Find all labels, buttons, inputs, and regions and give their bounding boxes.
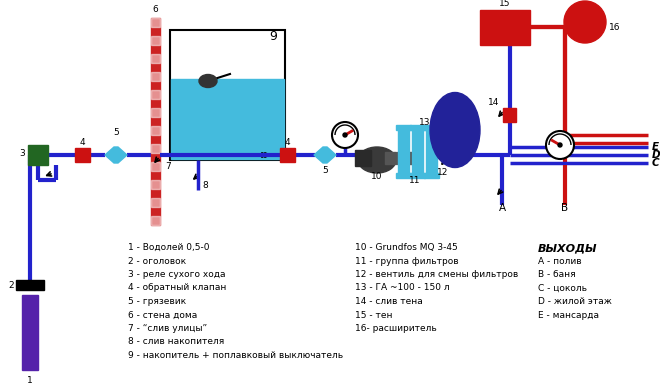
Circle shape <box>564 1 606 43</box>
Circle shape <box>558 143 562 147</box>
Ellipse shape <box>199 74 217 88</box>
Bar <box>151 90 160 99</box>
Text: 15 - тен: 15 - тен <box>355 310 393 320</box>
Text: B: B <box>562 203 568 213</box>
Bar <box>151 72 160 81</box>
Text: 2 - оголовок: 2 - оголовок <box>128 257 186 266</box>
Text: 14: 14 <box>488 98 500 107</box>
Text: 5 - грязевик: 5 - грязевик <box>128 297 186 306</box>
Text: 6: 6 <box>152 5 158 14</box>
Ellipse shape <box>358 147 396 173</box>
Text: 11 - группа фильтров: 11 - группа фильтров <box>355 257 459 266</box>
Text: C: C <box>652 158 659 168</box>
Bar <box>151 18 160 225</box>
Bar <box>75 148 90 162</box>
Bar <box>151 198 160 207</box>
Text: 7: 7 <box>165 162 171 171</box>
Bar <box>151 216 160 225</box>
Bar <box>151 180 160 189</box>
Text: E - мансарда: E - мансарда <box>538 310 599 320</box>
Text: 13: 13 <box>419 118 430 127</box>
Bar <box>170 30 285 160</box>
Bar <box>480 10 530 45</box>
Bar <box>151 54 160 63</box>
Text: 10 - Grundfos MQ 3-45: 10 - Grundfos MQ 3-45 <box>355 243 458 252</box>
Bar <box>426 129 437 173</box>
Bar <box>409 152 414 164</box>
Text: 6 - стена дома: 6 - стена дома <box>128 310 197 320</box>
Bar <box>410 125 425 130</box>
Bar <box>396 173 411 178</box>
Text: 14 - слив тена: 14 - слив тена <box>355 297 423 306</box>
Bar <box>391 152 396 164</box>
Bar <box>16 280 44 290</box>
Text: 8: 8 <box>202 181 208 190</box>
Bar <box>151 144 160 153</box>
Text: В - баня: В - баня <box>538 270 576 279</box>
Bar <box>410 173 425 178</box>
Bar <box>22 295 38 370</box>
Circle shape <box>546 131 574 159</box>
Bar <box>385 152 390 164</box>
Text: 7 - “слив улицы”: 7 - “слив улицы” <box>128 324 207 333</box>
Ellipse shape <box>430 93 480 168</box>
Bar <box>412 129 423 173</box>
Text: С - цоколь: С - цоколь <box>538 283 587 293</box>
Text: 16: 16 <box>609 23 620 32</box>
Text: A: A <box>498 203 506 213</box>
Polygon shape <box>105 147 127 163</box>
Text: 16- расширитель: 16- расширитель <box>355 324 437 333</box>
Text: 5: 5 <box>113 128 119 137</box>
Bar <box>151 126 160 135</box>
Bar <box>151 162 160 171</box>
Bar <box>151 36 160 45</box>
Circle shape <box>343 133 347 137</box>
Text: 15: 15 <box>499 0 511 8</box>
Text: 10: 10 <box>371 172 383 181</box>
Text: 12: 12 <box>438 168 449 177</box>
Text: 11: 11 <box>409 176 421 185</box>
Text: D - жилой этаж: D - жилой этаж <box>538 297 612 306</box>
Polygon shape <box>314 147 336 163</box>
Text: 9: 9 <box>269 30 277 43</box>
Bar <box>503 108 516 122</box>
Circle shape <box>332 122 358 148</box>
Bar <box>403 152 408 164</box>
Text: А - полив: А - полив <box>538 257 581 266</box>
Text: 3 - реле сухого хода: 3 - реле сухого хода <box>128 270 226 279</box>
Text: D: D <box>652 150 660 160</box>
Text: 4: 4 <box>284 138 290 147</box>
Text: 1: 1 <box>27 376 33 385</box>
Text: 4 - обратный клапан: 4 - обратный клапан <box>128 283 226 293</box>
Bar <box>424 173 439 178</box>
Text: 3: 3 <box>19 149 25 157</box>
Bar <box>396 125 411 130</box>
Text: 8 - слив накопителя: 8 - слив накопителя <box>128 337 224 347</box>
Text: ВЫХОДЫ: ВЫХОДЫ <box>538 243 597 253</box>
Bar <box>28 145 48 165</box>
Text: 5: 5 <box>322 166 328 175</box>
Bar <box>424 125 439 130</box>
Text: 13 - ГА ~100 - 150 л: 13 - ГА ~100 - 150 л <box>355 283 449 293</box>
Bar <box>397 152 402 164</box>
Text: 12 - вентиль для смены фильтров: 12 - вентиль для смены фильтров <box>355 270 518 279</box>
Text: 4: 4 <box>79 138 85 147</box>
Bar <box>398 129 409 173</box>
Text: 2: 2 <box>9 281 14 290</box>
Bar <box>280 148 295 162</box>
Bar <box>151 108 160 117</box>
Bar <box>151 18 160 27</box>
Text: 1 - Водолей 0,5-0: 1 - Водолей 0,5-0 <box>128 243 209 252</box>
Text: 9 - накопитель + поплавковый выключатель: 9 - накопитель + поплавковый выключатель <box>128 351 343 360</box>
Text: E: E <box>652 142 659 152</box>
Bar <box>355 150 371 166</box>
Bar <box>171 79 284 159</box>
